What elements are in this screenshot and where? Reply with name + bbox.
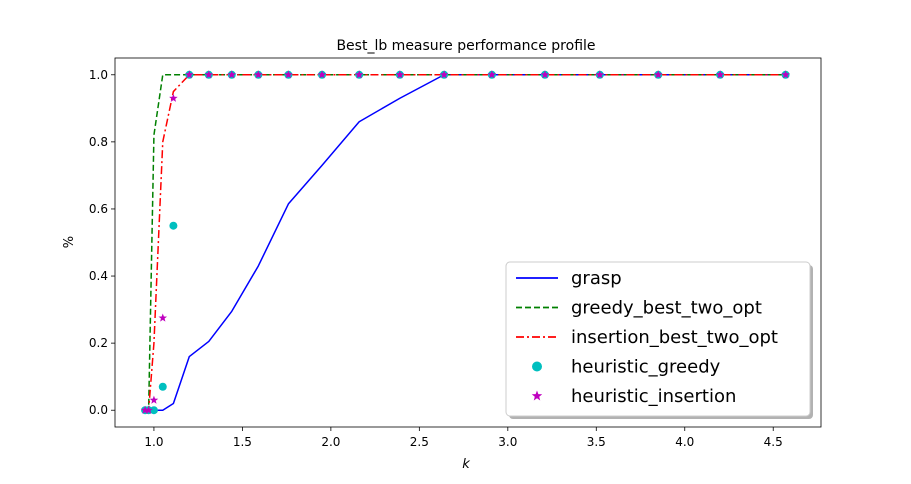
x-tick-label-0: 1.0 — [144, 435, 163, 449]
point-heuristic-insertion-2 — [149, 395, 159, 404]
y-tick-label-1: 0.2 — [89, 336, 108, 350]
plot-frame — [114, 57, 822, 428]
x-axis-label: k — [462, 457, 470, 472]
legend-label-heuristic-insertion: heuristic_insertion — [571, 386, 736, 407]
point-heuristic-insertion-13 — [439, 70, 449, 79]
x-tick-label-2: 2.0 — [321, 435, 340, 449]
point-heuristic-insertion-17 — [653, 70, 663, 79]
y-tick-label-4: 0.8 — [89, 135, 108, 149]
series-line-insertion-best-two-opt — [145, 74, 786, 411]
plot-marks — [140, 70, 790, 415]
point-heuristic-insertion-7 — [227, 70, 237, 79]
point-heuristic-insertion-4 — [169, 93, 178, 102]
point-heuristic-insertion-11 — [354, 70, 364, 79]
point-heuristic-insertion-18 — [715, 70, 725, 79]
y-tick-label-3: 0.6 — [89, 202, 108, 216]
point-heuristic-insertion-1 — [144, 405, 153, 414]
legend-label-greedy-best-two-opt: greedy_best_two_opt — [571, 298, 762, 319]
point-heuristic-insertion-5 — [185, 70, 194, 79]
point-heuristic-insertion-19 — [781, 70, 790, 79]
point-heuristic-insertion-10 — [317, 70, 327, 79]
legend-label-insertion-best-two-opt: insertion_best_two_opt — [571, 327, 778, 348]
y-tick-label-5: 1.0 — [89, 68, 108, 82]
x-tick-label-7: 4.5 — [764, 435, 783, 449]
x-tick-label-5: 3.5 — [587, 435, 606, 449]
x-tick-label-3: 2.5 — [410, 435, 429, 449]
axes: 1.0 1.5 2.0 2.5 3.0 3.5 4.0 4.5 0.0 0.2 0.4 0.6 0.8 1… — [89, 57, 822, 449]
point-heuristic-insertion-6 — [204, 70, 214, 79]
point-heuristic-insertion-12 — [395, 70, 405, 79]
point-heuristic-greedy-4 — [169, 221, 178, 230]
x-tick-label-1: 1.5 — [233, 435, 252, 449]
legend-box — [505, 261, 811, 417]
legend: grasp greedy_best_two_opt insertion_best_t… — [505, 261, 813, 419]
point-heuristic-insertion-0 — [140, 405, 150, 414]
point-heuristic-insertion-14 — [487, 70, 497, 79]
legend-label-heuristic-greedy: heuristic_greedy — [571, 357, 721, 378]
y-axis-label: % — [62, 236, 77, 248]
point-heuristic-insertion-15 — [540, 70, 550, 79]
point-heuristic-greedy-3 — [158, 382, 167, 391]
point-heuristic-insertion-9 — [284, 70, 293, 79]
point-heuristic-insertion-3 — [158, 313, 168, 322]
point-heuristic-greedy-2 — [149, 406, 158, 415]
chart-title: Best_lb measure performance profile — [336, 38, 595, 54]
x-tick-label-6: 4.0 — [675, 435, 694, 449]
legend-swatch-heuristic-insertion — [531, 390, 543, 401]
point-heuristic-insertion-8 — [254, 70, 263, 79]
x-tick-label-4: 3.0 — [498, 435, 517, 449]
y-tick-label-0: 0.0 — [89, 403, 108, 417]
y-tick-label-2: 0.4 — [89, 269, 108, 283]
legend-swatch-heuristic-greedy — [532, 361, 542, 372]
point-heuristic-insertion-16 — [595, 70, 605, 79]
legend-label-grasp: grasp — [571, 268, 622, 289]
